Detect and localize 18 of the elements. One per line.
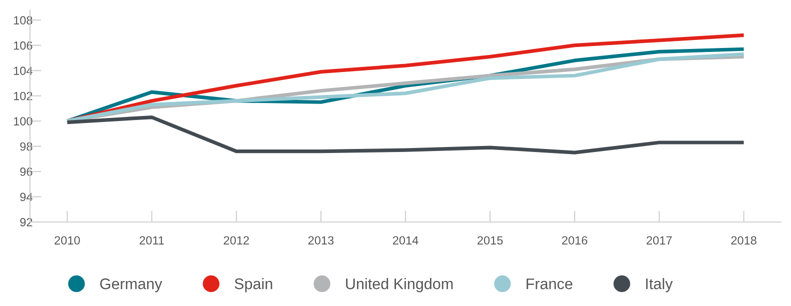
y-tick-label: 104 (14, 66, 32, 75)
x-tick-label: 2015 (478, 236, 503, 245)
line-series (65, 115, 746, 154)
y-tick-label: 100 (14, 117, 32, 126)
y-tick-label: 106 (14, 41, 32, 50)
legend-label: Germany (100, 278, 162, 292)
x-tick-label: 2016 (562, 236, 588, 245)
legend-label: United Kingdom (346, 278, 453, 292)
legend-label: Spain (234, 278, 272, 292)
legend-label: France (526, 278, 572, 290)
x-tick-label: 2018 (731, 236, 756, 245)
x-tick-label: 2014 (392, 236, 418, 245)
x-tick-label: 2017 (646, 236, 672, 245)
legend-label: Italy (646, 278, 673, 292)
x-tick-label: 2011 (140, 236, 164, 245)
x-tick-label: 2012 (224, 236, 249, 245)
x-tick-label: 2010 (54, 236, 80, 245)
x-tick-label: 2013 (308, 236, 334, 245)
